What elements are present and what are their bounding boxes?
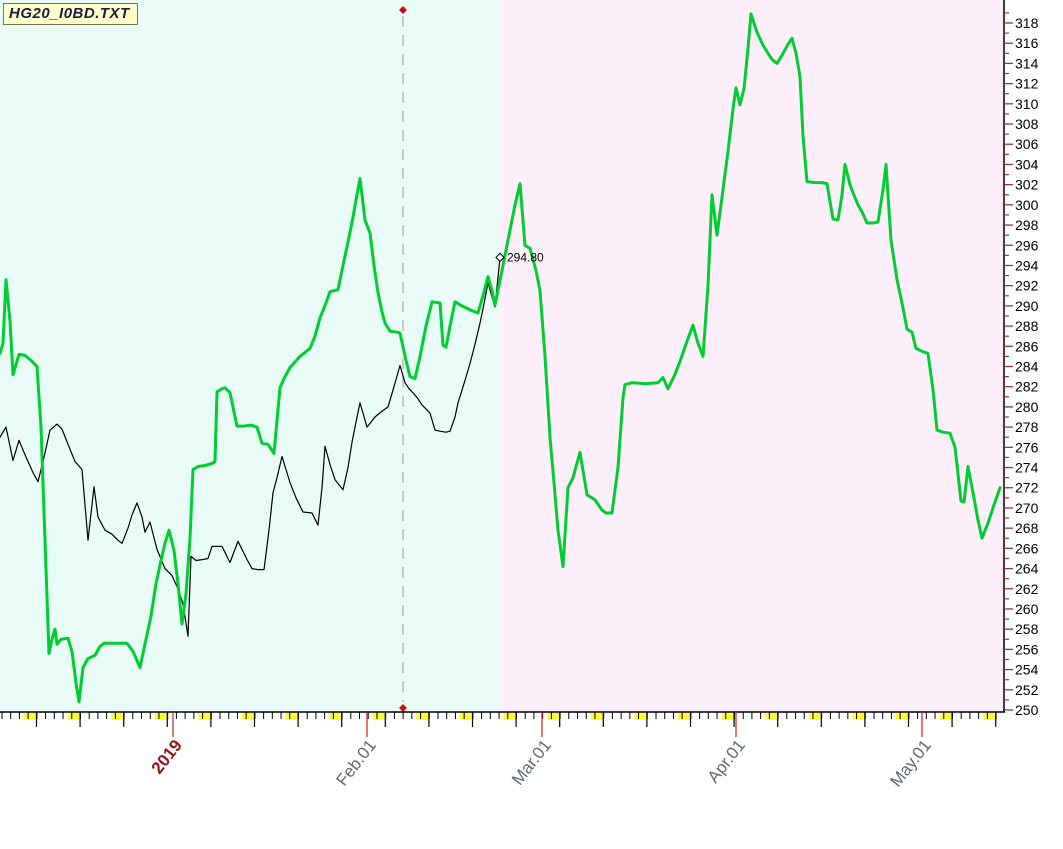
- y-tick-label: 314: [1015, 55, 1039, 71]
- y-tick-label: 284: [1015, 359, 1039, 375]
- y-tick-label: 252: [1015, 682, 1039, 698]
- y-tick-label: 316: [1015, 35, 1039, 51]
- cursor-dot-bottom: [399, 704, 407, 712]
- week-highlight: [285, 713, 299, 720]
- y-tick-label: 300: [1015, 197, 1039, 213]
- y-tick-label: 318: [1015, 15, 1039, 31]
- y-tick-label: 286: [1015, 338, 1039, 354]
- chart-title-label[interactable]: HG20_I0BD.TXT: [3, 3, 138, 25]
- week-highlight: [198, 713, 212, 720]
- week-highlight: [983, 713, 997, 720]
- y-tick-label: 278: [1015, 419, 1039, 435]
- week-highlight: [242, 713, 255, 720]
- y-tick-label: 310: [1015, 96, 1039, 112]
- y-tick-label: 254: [1015, 662, 1039, 678]
- y-tick-label: 270: [1015, 500, 1039, 516]
- y-tick-label: 280: [1015, 399, 1039, 415]
- week-highlight: [416, 713, 430, 720]
- week-highlight: [765, 713, 779, 720]
- y-tick-label: 250: [1015, 702, 1039, 718]
- y-tick-label: 274: [1015, 460, 1039, 476]
- y-tick-label: 304: [1015, 156, 1039, 172]
- historical-region: [0, 0, 500, 712]
- week-highlight: [939, 713, 953, 720]
- week-highlight: [634, 713, 648, 720]
- y-tick-label: 302: [1015, 177, 1039, 193]
- week-highlight: [808, 713, 822, 720]
- y-tick-label: 258: [1015, 621, 1039, 637]
- y-tick-label: 268: [1015, 520, 1039, 536]
- y-tick-label: 264: [1015, 561, 1039, 577]
- y-tick-label: 312: [1015, 76, 1039, 92]
- y-tick-label: 262: [1015, 581, 1039, 597]
- y-tick-label: 290: [1015, 298, 1039, 314]
- y-tick-label: 292: [1015, 278, 1039, 294]
- week-highlight: [67, 713, 81, 720]
- week-highlight: [896, 713, 909, 720]
- y-tick-label: 256: [1015, 641, 1039, 657]
- y-tick-label: 272: [1015, 480, 1039, 496]
- price-marker-label: 294.80: [507, 250, 544, 264]
- projection-region: [500, 0, 1004, 712]
- black-line-series: [0, 256, 501, 637]
- y-tick-label: 276: [1015, 439, 1039, 455]
- week-highlight: [460, 713, 473, 720]
- y-tick-label: 298: [1015, 217, 1039, 233]
- y-tick-label: 266: [1015, 540, 1039, 556]
- y-tick-label: 296: [1015, 237, 1039, 253]
- week-highlight: [329, 713, 343, 720]
- week-highlight: [111, 713, 125, 720]
- y-tick-label: 294: [1015, 257, 1039, 273]
- green-line-series: [0, 12, 1002, 704]
- y-tick-label: 282: [1015, 379, 1039, 395]
- y-tick-label: 260: [1015, 601, 1039, 617]
- y-tick-label: 306: [1015, 136, 1039, 152]
- week-highlight: [24, 713, 37, 720]
- week-highlight: [721, 713, 735, 720]
- week-highlight: [852, 713, 866, 720]
- y-tick-label: 288: [1015, 318, 1039, 334]
- week-highlight: [503, 713, 517, 720]
- week-highlight: [154, 713, 168, 720]
- week-highlight: [590, 713, 604, 720]
- y-tick-label: 308: [1015, 116, 1039, 132]
- cursor-dot-top: [399, 6, 407, 14]
- week-highlight: [372, 713, 386, 720]
- week-highlight: [678, 713, 691, 720]
- price-marker-diamond: [495, 252, 505, 263]
- week-highlight: [547, 713, 561, 720]
